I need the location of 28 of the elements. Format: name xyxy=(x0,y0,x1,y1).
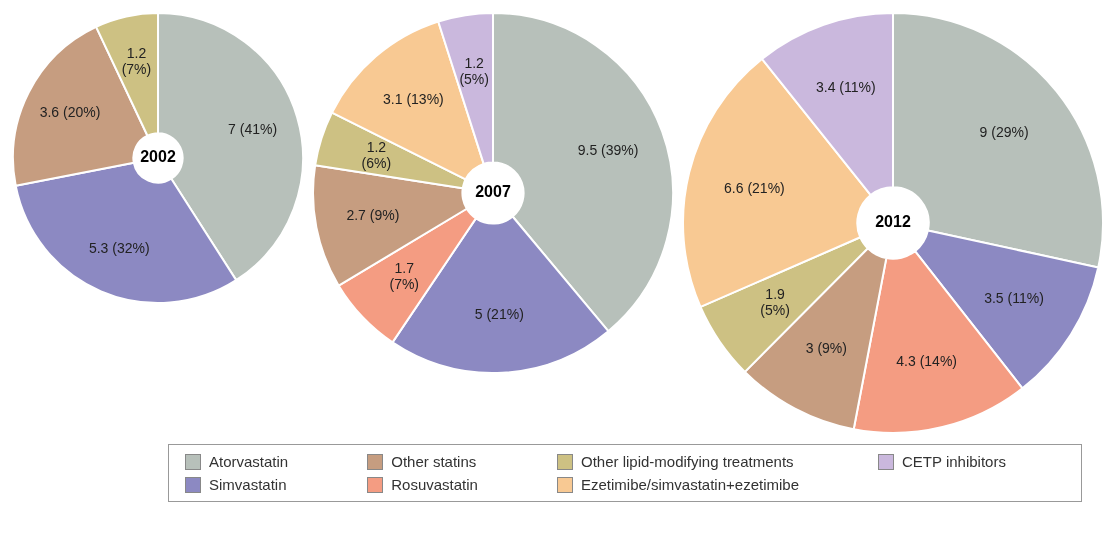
legend-label: Other lipid-modifying treatments xyxy=(580,453,794,470)
data-label: 3.1 (13%) xyxy=(383,90,444,107)
data-label: 3.4 (11%) xyxy=(815,79,876,96)
text: 2012 xyxy=(875,213,911,231)
text: 2007 xyxy=(475,183,511,201)
data-label: 4.3 (14%) xyxy=(896,352,957,369)
legend-label: Rosuvastatin xyxy=(391,476,478,493)
data-label: 2.7 (9%) xyxy=(346,207,400,224)
text: 2002 xyxy=(140,148,176,166)
data-label: 5.3 (32%) xyxy=(88,239,150,256)
data-label: 1.9 (5%) xyxy=(760,286,790,319)
data-label: 7 (41%) xyxy=(228,121,278,138)
data-label: 1.2 (6%) xyxy=(361,138,392,171)
data-label: 6.6 (21%) xyxy=(724,179,785,196)
legend-label: Atorvastatin xyxy=(209,453,289,470)
data-label: 1.2 (5%) xyxy=(459,54,489,87)
data-label: 3.5 (11%) xyxy=(984,289,1044,306)
data-label: 9 (29%) xyxy=(979,124,1029,141)
data-label: 1.2 (7%) xyxy=(121,44,152,77)
data-label: 1.7 (7%) xyxy=(389,260,420,293)
legend-label: Other statins xyxy=(391,453,477,470)
data-label: 3 (9%) xyxy=(805,340,847,357)
legend-label: CETP inhibitors xyxy=(902,453,1006,470)
legend-label: Simvastatin xyxy=(209,476,287,493)
data-label: 9.5 (39%) xyxy=(577,142,639,159)
data-label: 5 (21%) xyxy=(474,306,524,323)
data-label: 3.6 (20%) xyxy=(39,104,101,121)
legend-label: Ezetimibe/simvastatin+ezetimibe xyxy=(580,476,799,493)
